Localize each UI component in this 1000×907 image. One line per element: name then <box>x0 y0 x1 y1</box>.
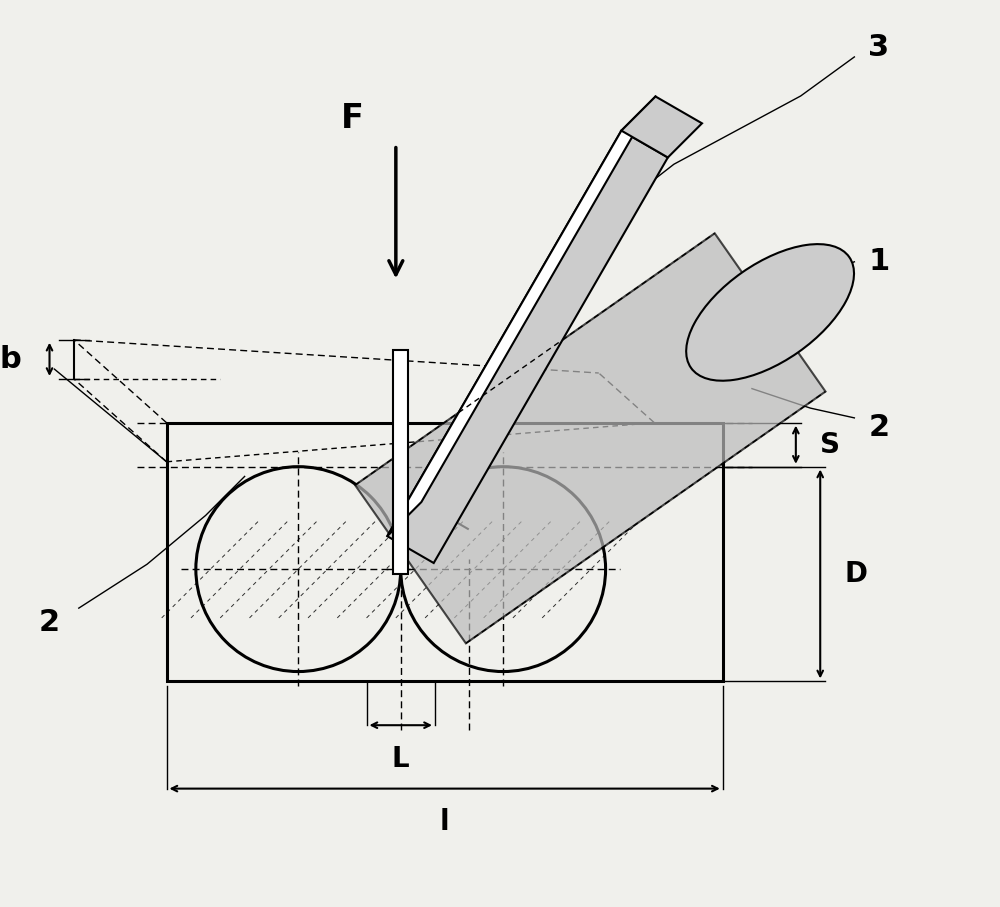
Ellipse shape <box>686 244 854 381</box>
Text: l: l <box>440 808 449 836</box>
Text: b: b <box>0 345 21 374</box>
Text: D: D <box>845 560 868 588</box>
Text: 2: 2 <box>39 609 60 638</box>
Text: 3: 3 <box>868 33 889 62</box>
Text: L: L <box>392 745 410 773</box>
Text: F: F <box>341 102 363 135</box>
Polygon shape <box>387 96 656 536</box>
Text: 1: 1 <box>868 248 889 277</box>
Polygon shape <box>387 131 668 563</box>
Text: S: S <box>820 431 840 459</box>
Polygon shape <box>355 233 825 643</box>
Polygon shape <box>393 349 408 574</box>
Text: 2: 2 <box>868 414 889 442</box>
Polygon shape <box>621 96 702 158</box>
